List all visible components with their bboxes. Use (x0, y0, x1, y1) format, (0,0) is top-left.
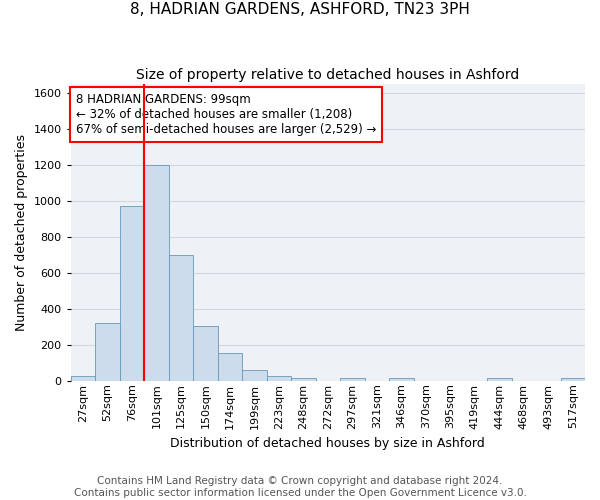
Y-axis label: Number of detached properties: Number of detached properties (15, 134, 28, 331)
Bar (95, 323, 119, 381)
Bar (291, 378, 316, 381)
Title: Size of property relative to detached houses in Ashford: Size of property relative to detached ho… (136, 68, 520, 82)
X-axis label: Distribution of detached houses by size in Ashford: Distribution of detached houses by size … (170, 437, 485, 450)
Bar (560, 378, 585, 381)
Text: 8 HADRIAN GARDENS: 99sqm
← 32% of detached houses are smaller (1,208)
67% of sem: 8 HADRIAN GARDENS: 99sqm ← 32% of detach… (76, 93, 376, 136)
Bar (242, 370, 266, 381)
Bar (193, 326, 218, 381)
Bar (218, 353, 242, 381)
Bar (340, 378, 365, 381)
Bar (169, 255, 193, 381)
Bar (266, 376, 291, 381)
Bar (389, 378, 413, 381)
Bar (71, 376, 95, 381)
Bar (119, 206, 144, 381)
Bar (144, 165, 169, 381)
Bar (487, 378, 512, 381)
Text: Contains HM Land Registry data © Crown copyright and database right 2024.
Contai: Contains HM Land Registry data © Crown c… (74, 476, 526, 498)
Text: 8, HADRIAN GARDENS, ASHFORD, TN23 3PH: 8, HADRIAN GARDENS, ASHFORD, TN23 3PH (130, 2, 470, 18)
